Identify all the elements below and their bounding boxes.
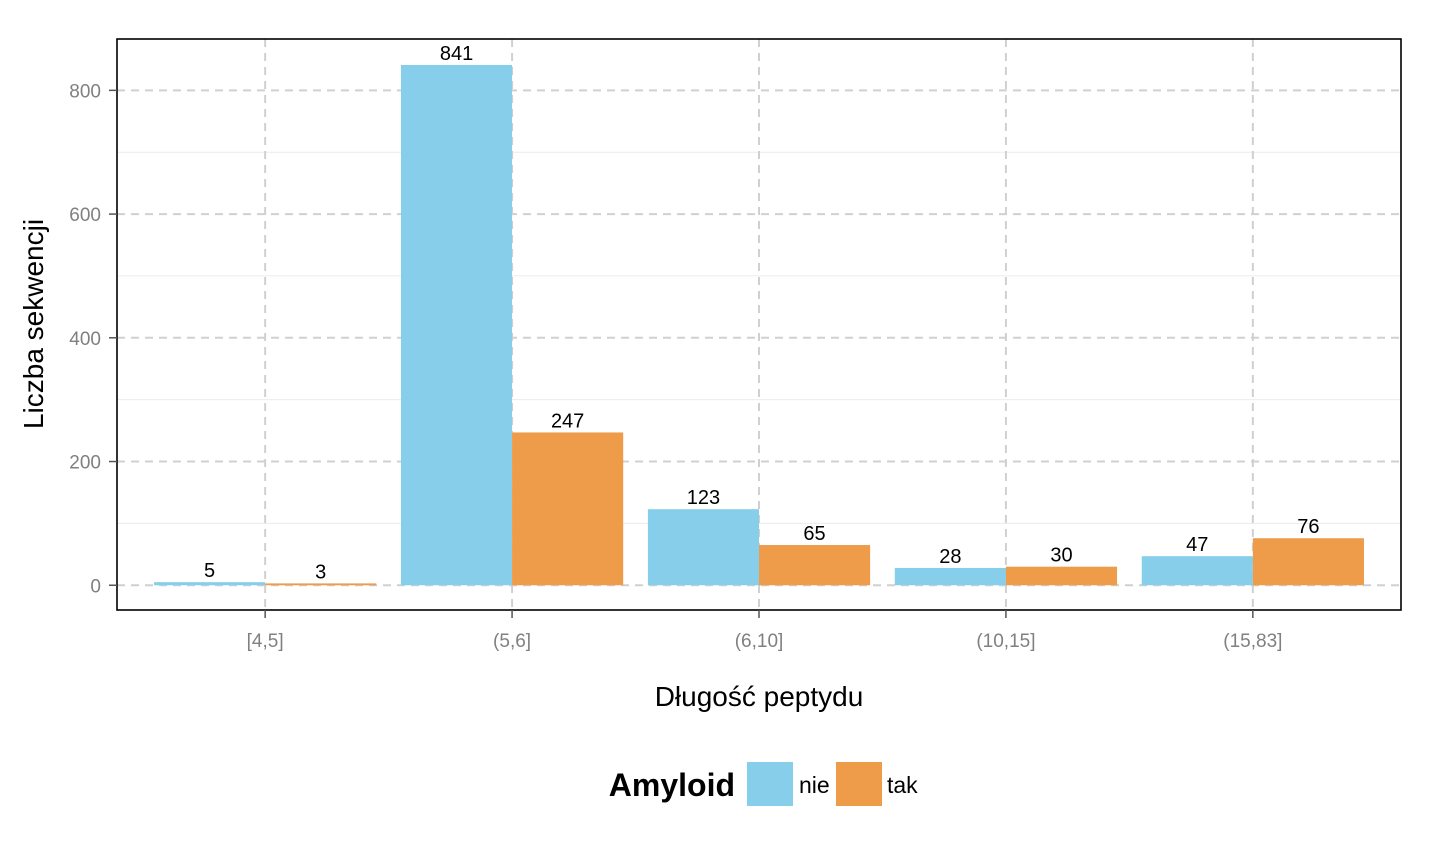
data-label-tak: 3 <box>315 561 326 583</box>
x-tick-label: (10,15] <box>976 631 1035 652</box>
legend: Amyloid nie tak <box>609 762 918 806</box>
x-axis: [4,5] (5,6] (6,10] (10,15] (15,83] <box>247 610 1282 652</box>
x-tick-label: (15,83] <box>1223 631 1282 652</box>
x-tick-label: (5,6] <box>493 631 531 652</box>
y-tick-label: 0 <box>90 576 101 597</box>
data-label-nie: 123 <box>687 487 720 509</box>
x-axis-title: Długość peptydu <box>655 681 864 712</box>
legend-swatch-tak <box>836 762 882 806</box>
legend-label-nie: nie <box>799 772 830 798</box>
data-label-tak: 247 <box>551 410 584 432</box>
x-tick-label: [4,5] <box>247 631 284 652</box>
bar-tak <box>512 432 624 586</box>
legend-swatch-nie <box>747 762 793 806</box>
legend-label-tak: tak <box>887 772 918 798</box>
bar-nie <box>647 509 759 586</box>
y-axis: 0 200 400 600 800 <box>69 81 117 597</box>
data-labels: 5 841 123 28 47 3 247 65 30 76 <box>204 43 1319 583</box>
data-label-tak: 30 <box>1050 545 1072 567</box>
data-label-nie: 28 <box>939 546 961 568</box>
data-label-tak: 76 <box>1297 516 1319 538</box>
y-tick-label: 600 <box>69 205 101 226</box>
bar-nie <box>1141 556 1253 586</box>
legend-title: Amyloid <box>609 767 735 803</box>
bar-nie <box>894 567 1006 586</box>
bar-nie <box>400 64 513 586</box>
bar-tak <box>1252 538 1364 586</box>
data-label-tak: 65 <box>803 523 825 545</box>
x-tick-label: (6,10] <box>735 631 784 652</box>
bar-nie <box>154 582 266 586</box>
y-tick-label: 200 <box>69 453 101 474</box>
y-tick-label: 800 <box>69 81 101 102</box>
y-axis-title: Liczba sekwencji <box>18 219 49 429</box>
data-label-nie: 5 <box>204 560 215 582</box>
bar-tak <box>1005 566 1118 586</box>
bars <box>154 64 1364 586</box>
major-gridlines <box>117 39 1401 610</box>
data-label-nie: 47 <box>1186 534 1208 556</box>
data-label-nie: 841 <box>440 43 473 65</box>
bar-tak <box>265 583 377 586</box>
bar-tak <box>759 545 871 586</box>
y-tick-label: 400 <box>69 329 101 350</box>
